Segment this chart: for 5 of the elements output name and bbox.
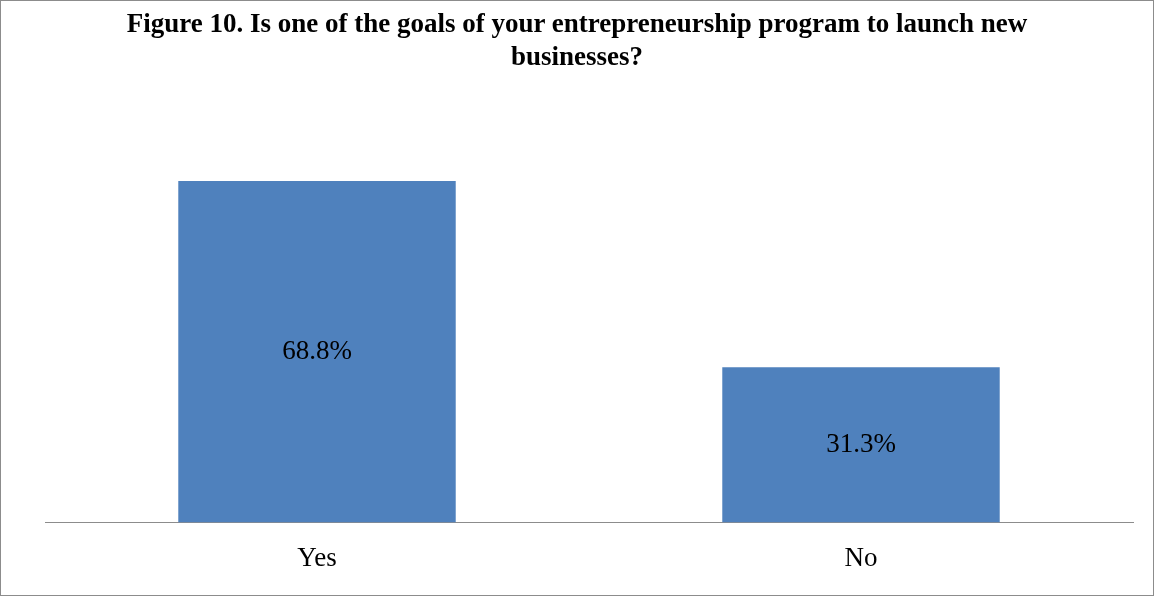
x-tick-label: Yes [297, 541, 337, 572]
x-tick-label: No [844, 541, 878, 572]
data-label: 68.8% [282, 334, 352, 365]
data-label: 31.3% [826, 427, 896, 458]
chart-title: Figure 10. Is one of the goals of your entrepreneurship program to launch new businesses? [125, 7, 1029, 73]
